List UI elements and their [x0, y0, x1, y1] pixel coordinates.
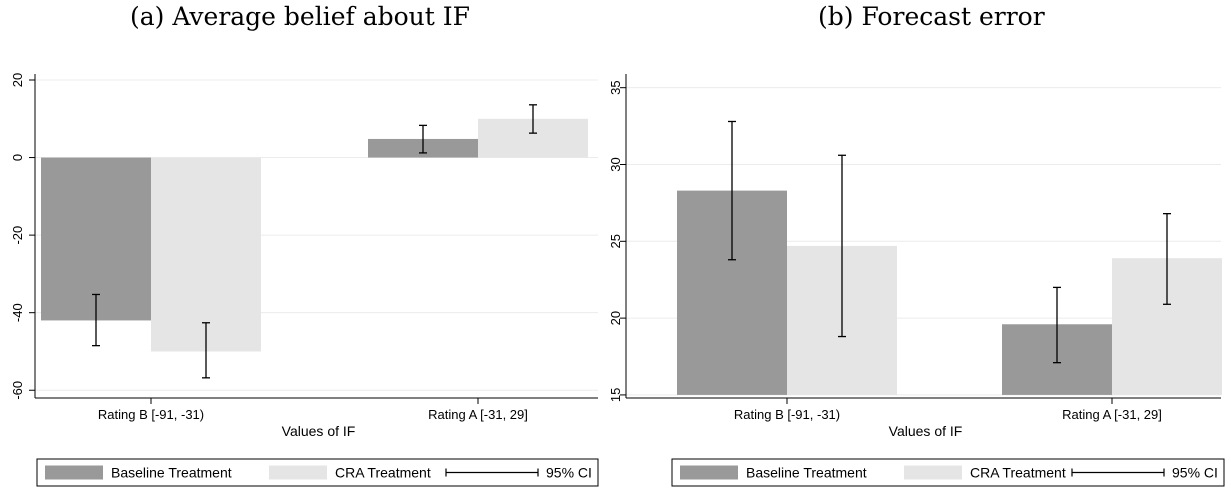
legend-swatch-cra: [904, 465, 962, 480]
legend-swatch-baseline: [45, 465, 103, 480]
bar: [41, 157, 151, 321]
y-tick-label: 20: [608, 311, 623, 325]
y-tick-label: 30: [608, 157, 623, 171]
y-tick-label: -40: [10, 303, 25, 322]
panel-b: 35 30 25 20 15 Rating B [-91, -31) Rating A [-…: [608, 74, 1225, 487]
legend-label-baseline: Baseline Treatment: [746, 465, 867, 481]
chart-title-b: (b) Forecast error: [818, 2, 1045, 31]
legend-swatch-baseline: [680, 465, 738, 480]
y-tick-label: -60: [10, 381, 25, 400]
x-tick-label: Rating A [-31, 29]: [428, 407, 528, 422]
x-tick-label: Rating B [-91, -31): [734, 407, 840, 422]
legend-label-cra: CRA Treatment: [335, 465, 431, 481]
legend-label-ci: 95% CI: [1172, 465, 1218, 481]
bar: [151, 157, 261, 352]
x-tick-label: Rating A [-31, 29]: [1062, 407, 1162, 422]
chart-title-a: (a) Average belief about IF: [130, 2, 470, 31]
x-axis-title: Values of IF: [282, 423, 356, 439]
legend-swatch-cra: [269, 465, 327, 480]
y-tick-label: 20: [10, 73, 25, 87]
legend-label-ci: 95% CI: [546, 465, 592, 481]
x-axis-title: Values of IF: [889, 423, 963, 439]
legend-label-baseline: Baseline Treatment: [111, 465, 232, 481]
y-tick-label: -20: [10, 226, 25, 245]
legend-label-cra: CRA Treatment: [970, 465, 1066, 481]
y-tick-label: 0: [10, 154, 25, 161]
y-tick-label: 25: [608, 234, 623, 248]
y-tick-label: 15: [608, 388, 623, 402]
panel-a: 20 0 -20 -40 -60 Rating B [-91, -31) Rating A …: [10, 73, 599, 487]
x-tick-label: Rating B [-91, -31): [98, 407, 204, 422]
y-tick-label: 35: [608, 80, 623, 94]
